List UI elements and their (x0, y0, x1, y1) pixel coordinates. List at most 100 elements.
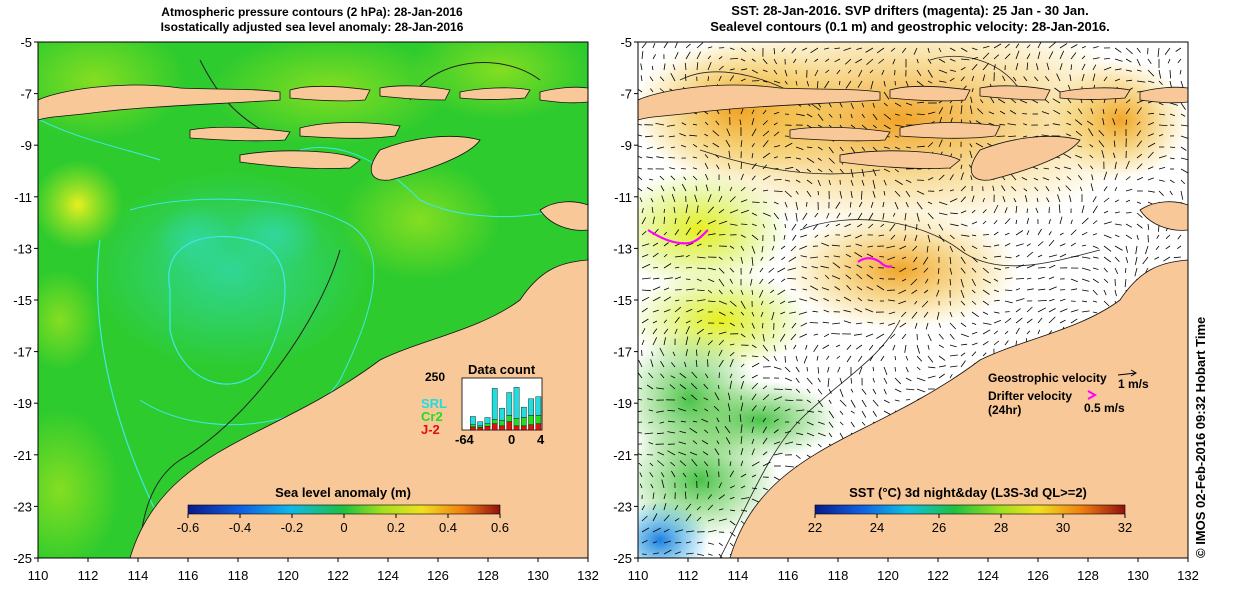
velocity-arrow (882, 212, 885, 220)
velocity-arrow (971, 351, 977, 357)
velocity-arrow (861, 113, 865, 119)
velocity-arrow (638, 453, 643, 456)
velocity-arrow (1059, 63, 1063, 71)
velocity-arrow (663, 208, 665, 214)
velocity-arrow (839, 388, 844, 398)
inset-bar-segment (491, 419, 498, 424)
velocity-arrow (1125, 188, 1133, 192)
velocity-arrow (858, 69, 863, 77)
inset-bar-segment (477, 421, 484, 427)
velocity-arrow (890, 234, 896, 240)
velocity-arrow (1081, 73, 1085, 82)
inset-bar-segment (491, 423, 498, 431)
velocity-arrow (784, 212, 788, 221)
velocity-arrow (883, 399, 890, 404)
velocity-arrow (640, 75, 643, 82)
left-lon-tick-label: 124 (377, 568, 399, 583)
right-lat-tick-label: -11 (614, 190, 632, 205)
velocity-arrow (689, 451, 698, 456)
velocity-arrow (656, 410, 665, 413)
velocity-arrow (883, 377, 888, 384)
velocity-arrow (960, 172, 964, 181)
velocity-arrow (714, 154, 720, 159)
velocity-arrow (938, 333, 944, 340)
velocity-arrow (663, 493, 666, 500)
velocity-arrow (883, 146, 890, 149)
velocity-arrow (640, 63, 643, 71)
velocity-arrow (1059, 50, 1065, 60)
velocity-arrow (718, 482, 722, 489)
velocity-arrow (674, 551, 681, 555)
velocity-arrow (799, 298, 808, 302)
velocity-arrow (773, 131, 780, 137)
velocity-arrow (692, 167, 698, 170)
velocity-arrow (1114, 108, 1118, 115)
velocity-arrow (1136, 234, 1139, 241)
velocity-arrow (751, 47, 756, 52)
velocity-arrow (685, 320, 691, 324)
velocity-arrow (1135, 245, 1138, 255)
velocity-arrow (773, 406, 781, 412)
velocity-arrow (762, 140, 769, 148)
velocity-arrow (1103, 186, 1108, 192)
velocity-arrow (777, 289, 786, 296)
velocity-arrow (679, 460, 687, 467)
velocity-arrow (1059, 308, 1068, 313)
velocity-arrow (718, 331, 727, 335)
velocity-arrow (817, 157, 822, 162)
velocity-arrow (828, 432, 833, 438)
velocity-arrow (949, 278, 952, 286)
velocity-arrow (641, 328, 646, 335)
velocity-arrow (861, 388, 867, 395)
velocity-arrow (1179, 69, 1182, 75)
velocity-arrow (652, 277, 660, 280)
velocity-arrow (670, 73, 676, 82)
velocity-arrow (1026, 251, 1034, 258)
velocity-arrow (641, 527, 650, 533)
velocity-arrow (865, 47, 874, 53)
velocity-arrow (806, 388, 811, 394)
velocity-arrow (916, 69, 922, 77)
velocity-arrow (762, 69, 768, 73)
velocity-arrow (1004, 317, 1012, 324)
velocity-arrow (883, 179, 887, 186)
velocity-arrow (993, 231, 999, 236)
velocity-arrow (751, 223, 757, 227)
inset-x-label-2: 4 (537, 432, 545, 447)
velocity-arrow (1169, 69, 1171, 79)
velocity-arrow (949, 374, 953, 379)
velocity-arrow (718, 256, 723, 260)
velocity-arrow (1103, 278, 1109, 283)
velocity-arrow (740, 447, 744, 456)
velocity-arrow (674, 42, 679, 49)
velocity-arrow (936, 311, 940, 320)
velocity-arrow (806, 399, 812, 404)
velocity-arrow (1136, 140, 1143, 148)
velocity-arrow (646, 187, 654, 192)
velocity-arrow (707, 206, 714, 214)
velocity-arrow (949, 300, 951, 306)
velocity-arrow (788, 256, 797, 262)
velocity-arrow (898, 289, 907, 295)
velocity-arrow (1158, 102, 1164, 106)
velocity-arrow (861, 102, 865, 108)
velocity-arrow (729, 311, 734, 315)
velocity-arrow (718, 186, 721, 192)
velocity-arrow (982, 341, 989, 346)
velocity-arrow (718, 300, 727, 305)
velocity-arrow (828, 157, 835, 164)
velocity-arrow (927, 69, 933, 78)
velocity-arrow (949, 344, 957, 348)
velocity-arrow (872, 168, 877, 176)
right-lon-tick-label: 126 (1027, 568, 1049, 583)
velocity-arrow (1026, 243, 1031, 247)
velocity-arrow (1057, 194, 1061, 203)
velocity-arrow (729, 531, 736, 537)
velocity-arrow (692, 123, 698, 126)
velocity-arrow (993, 267, 1001, 271)
velocity-arrow (1112, 118, 1116, 126)
velocity-arrow (762, 189, 769, 192)
velocity-arrow (795, 432, 804, 436)
